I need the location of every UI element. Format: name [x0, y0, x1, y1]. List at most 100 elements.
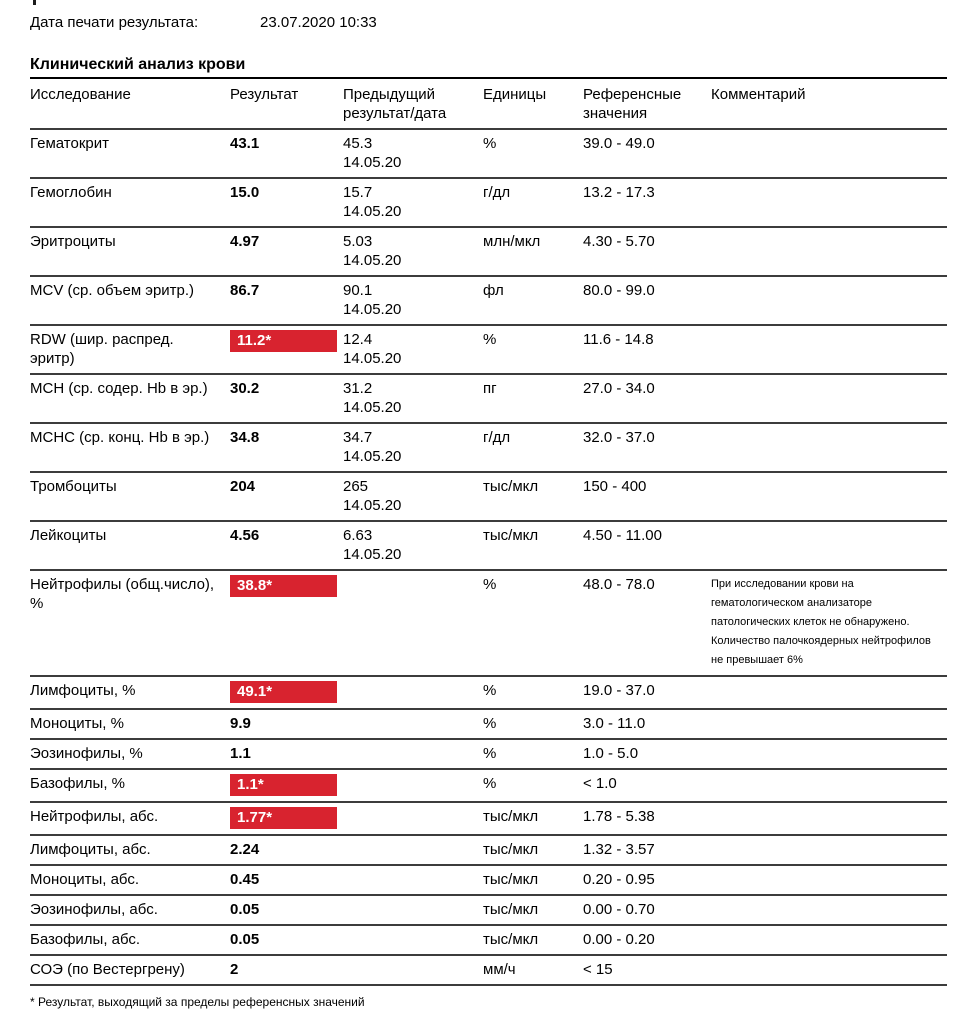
result-value: 38.8*: [230, 575, 337, 597]
units: тыс/мкл: [483, 835, 583, 866]
previous-date: 14.05.20: [343, 448, 402, 465]
table-row: Базофилы, абс. 0.05 тыс/мкл 0.00 - 0.20: [30, 925, 947, 956]
result-value: 86.7: [230, 282, 260, 299]
reference-range: 0.20 - 0.95: [583, 865, 711, 896]
table-row: RDW (шир. распред. эритр) 11.2* 12.4 14.…: [30, 325, 947, 375]
units: тыс/мкл: [483, 802, 583, 836]
result-value: 4.97: [230, 233, 260, 250]
units: тыс/мкл: [483, 521, 583, 571]
section-title: Клинический анализ крови: [30, 56, 947, 79]
table-row: MCHC (ср. конц. Hb в эр.) 34.8 34.7 14.0…: [30, 423, 947, 473]
clipped-text-fragment: [33, 0, 36, 5]
test-name: Эозинофилы, абс.: [30, 895, 230, 926]
test-name: MCV (ср. объем эритр.): [30, 276, 230, 326]
previous-date: 14.05.20: [343, 203, 402, 220]
previous-value: 45.3: [343, 135, 373, 152]
comment: [711, 739, 947, 770]
previous-date: 14.05.20: [343, 399, 402, 416]
test-name: Тромбоциты: [30, 472, 230, 522]
result-value: 30.2: [230, 380, 260, 397]
comment: [711, 227, 947, 277]
result-value: 15.0: [230, 184, 260, 201]
results-table: Исследование Результат Предыдущий резуль…: [30, 79, 947, 986]
previous-value: 6.63: [343, 527, 373, 544]
reference-range: < 15: [583, 955, 711, 986]
table-row: СОЭ (по Вестергрену) 2 мм/ч < 15: [30, 955, 947, 986]
comment: [711, 423, 947, 473]
units: тыс/мкл: [483, 472, 583, 522]
previous-value: 15.7: [343, 184, 373, 201]
reference-range: 19.0 - 37.0: [583, 676, 711, 710]
col-header-reference: Референсные значения: [583, 79, 711, 130]
test-name: MCHC (ср. конц. Hb в эр.): [30, 423, 230, 473]
comment: [711, 925, 947, 956]
results-table-body: Гематокрит 43.1 45.3 14.05.20 % 39.0 - 4…: [30, 129, 947, 986]
table-row: Моноциты, абс. 0.45 тыс/мкл 0.20 - 0.95: [30, 865, 947, 896]
units: %: [483, 129, 583, 179]
table-row: Гематокрит 43.1 45.3 14.05.20 % 39.0 - 4…: [30, 129, 947, 179]
result-value: 0.05: [230, 901, 260, 918]
test-name: Лейкоциты: [30, 521, 230, 571]
result-value: 34.8: [230, 429, 260, 446]
reference-range: 1.32 - 3.57: [583, 835, 711, 866]
result-value: 1.1*: [230, 774, 337, 796]
units: %: [483, 325, 583, 375]
units: тыс/мкл: [483, 895, 583, 926]
comment: [711, 276, 947, 326]
previous-date: 14.05.20: [343, 546, 402, 563]
print-date-label: Дата печати результата:: [30, 14, 199, 31]
result-value: 1.1: [230, 745, 251, 762]
table-row: Лимфоциты, % 49.1* % 19.0 - 37.0: [30, 676, 947, 710]
reference-range: 48.0 - 78.0: [583, 570, 711, 677]
reference-range: 4.30 - 5.70: [583, 227, 711, 277]
print-date-line: Дата печати результата: 23.07.2020 10:33: [30, 13, 977, 33]
previous-value: 34.7: [343, 429, 373, 446]
table-row: Лимфоциты, абс. 2.24 тыс/мкл 1.32 - 3.57: [30, 835, 947, 866]
reference-range: 1.78 - 5.38: [583, 802, 711, 836]
test-name: Базофилы, %: [30, 769, 230, 803]
previous-value: 31.2: [343, 380, 373, 397]
reference-range: 1.0 - 5.0: [583, 739, 711, 770]
test-name: Нейтрофилы, абс.: [30, 802, 230, 836]
table-row: Моноциты, % 9.9 % 3.0 - 11.0: [30, 709, 947, 740]
comment: [711, 374, 947, 424]
previous-date: 14.05.20: [343, 301, 402, 318]
comment: [711, 769, 947, 803]
comment: [711, 835, 947, 866]
result-value: 43.1: [230, 135, 260, 152]
test-name: Эозинофилы, %: [30, 739, 230, 770]
reference-range: 150 - 400: [583, 472, 711, 522]
result-value: 4.56: [230, 527, 260, 544]
reference-range: 4.50 - 11.00: [583, 521, 711, 571]
previous-date: 14.05.20: [343, 252, 402, 269]
result-value: 0.45: [230, 871, 260, 888]
result-value: 2: [230, 961, 239, 978]
test-name: Эритроциты: [30, 227, 230, 277]
reference-range: 80.0 - 99.0: [583, 276, 711, 326]
comment: [711, 895, 947, 926]
reference-range: 0.00 - 0.20: [583, 925, 711, 956]
units: тыс/мкл: [483, 865, 583, 896]
result-value: 2.24: [230, 841, 260, 858]
comment: [711, 472, 947, 522]
units: г/дл: [483, 423, 583, 473]
test-name: Нейтрофилы (общ.число), %: [30, 570, 230, 677]
units: пг: [483, 374, 583, 424]
previous-value: 265: [343, 478, 369, 495]
comment: [711, 129, 947, 179]
previous-value: 5.03: [343, 233, 373, 250]
print-date-value: 23.07.2020 10:33: [260, 14, 377, 31]
comment: [711, 709, 947, 740]
test-name: Гематокрит: [30, 129, 230, 179]
result-value: 1.77*: [230, 807, 337, 829]
table-row: Лейкоциты 4.56 6.63 14.05.20 тыс/мкл 4.5…: [30, 521, 947, 571]
table-row: MCH (ср. содер. Hb в эр.) 30.2 31.2 14.0…: [30, 374, 947, 424]
units: млн/мкл: [483, 227, 583, 277]
comment: [711, 521, 947, 571]
col-header-result: Результат: [230, 79, 343, 130]
comment: При исследовании крови на гематологическ…: [711, 570, 947, 677]
test-name: СОЭ (по Вестергрену): [30, 955, 230, 986]
result-value: 0.05: [230, 931, 260, 948]
abnormal-footnote: * Результат, выходящий за пределы рефере…: [30, 995, 365, 1009]
previous-date: 14.05.20: [343, 497, 402, 514]
